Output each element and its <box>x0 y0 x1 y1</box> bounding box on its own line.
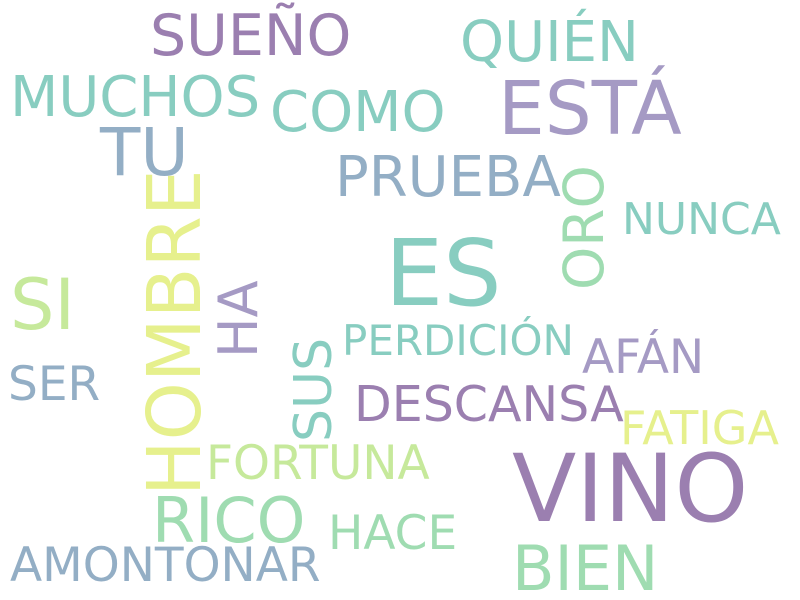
word-quien: QUIÉN <box>460 10 639 75</box>
word-sus: SUS <box>284 337 344 442</box>
word-ha: HA <box>207 280 270 358</box>
word-amontonar: AMONTONAR <box>10 538 321 593</box>
word-fatiga: FATIGA <box>620 401 779 455</box>
word-nunca: NUNCA <box>622 194 781 245</box>
word-perdicion: PERDICIÓN <box>342 316 574 365</box>
word-sueno: SUEÑO <box>150 3 352 69</box>
word-hombre: HOMBRE <box>132 169 218 496</box>
word-hace: HACE <box>328 506 458 561</box>
word-si: SI <box>10 264 76 346</box>
word-tu: TU <box>100 114 189 191</box>
word-prueba: PRUEBA <box>335 145 561 210</box>
word-afan: AFÁN <box>582 330 705 385</box>
word-oro: ORO <box>552 165 616 290</box>
word-bien: BIEN <box>512 532 659 600</box>
word-vino: VINO <box>512 435 749 544</box>
word-fortuna: FORTUNA <box>206 436 430 491</box>
word-muchos: MUCHOS <box>10 65 261 130</box>
word-rico: RICO <box>152 484 306 557</box>
word-ser: SER <box>8 357 101 412</box>
word-como: COMO <box>270 80 446 145</box>
word-esta: ESTÁ <box>498 66 682 152</box>
word-descansa: DESCANSA <box>354 376 624 433</box>
word-es: ES <box>385 220 502 327</box>
